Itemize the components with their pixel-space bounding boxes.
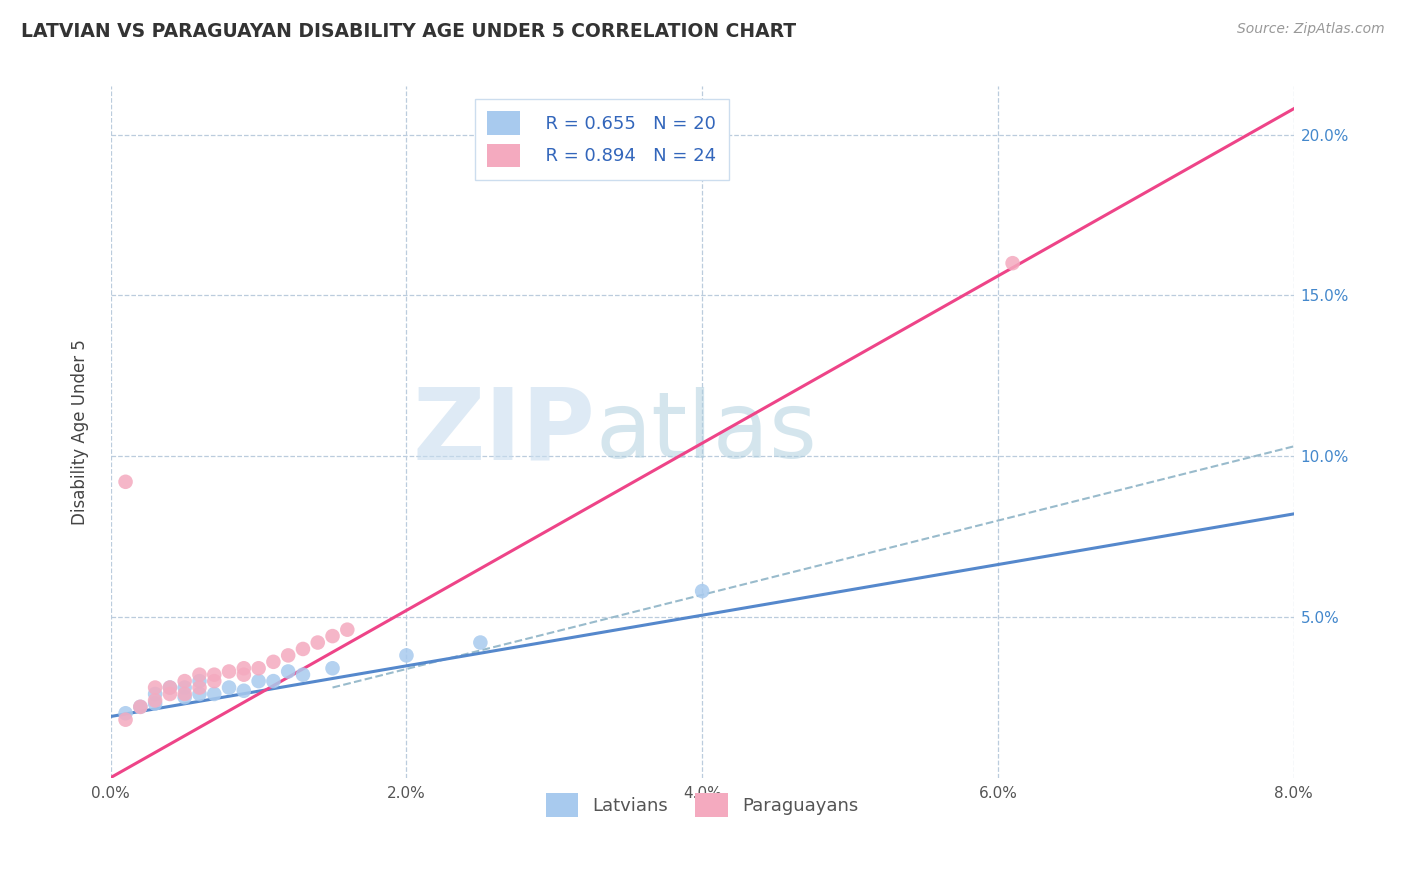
Legend: Latvians, Paraguayans: Latvians, Paraguayans	[538, 786, 866, 824]
Point	[690, 584, 713, 599]
Point	[232, 667, 254, 681]
Point	[159, 687, 181, 701]
Point	[114, 475, 136, 489]
Point	[262, 655, 284, 669]
Point	[322, 629, 344, 643]
Point	[262, 674, 284, 689]
Point	[202, 674, 225, 689]
Point	[188, 687, 211, 701]
Point	[291, 642, 314, 657]
Point	[277, 648, 299, 663]
Point	[395, 648, 418, 663]
Point	[143, 693, 166, 707]
Point	[114, 706, 136, 721]
Point	[129, 699, 152, 714]
Point	[277, 665, 299, 679]
Point	[173, 681, 195, 695]
Y-axis label: Disability Age Under 5: Disability Age Under 5	[72, 339, 89, 524]
Point	[336, 623, 359, 637]
Point	[129, 699, 152, 714]
Point	[188, 674, 211, 689]
Point	[232, 683, 254, 698]
Point	[143, 681, 166, 695]
Point	[291, 667, 314, 681]
Point	[202, 687, 225, 701]
Point	[202, 667, 225, 681]
Point	[307, 635, 329, 649]
Point	[218, 681, 240, 695]
Point	[188, 667, 211, 681]
Point	[143, 687, 166, 701]
Point	[1001, 256, 1024, 270]
Point	[173, 687, 195, 701]
Point	[232, 661, 254, 675]
Point	[218, 665, 240, 679]
Point	[114, 713, 136, 727]
Point	[188, 681, 211, 695]
Point	[159, 681, 181, 695]
Point	[470, 635, 492, 649]
Point	[173, 690, 195, 705]
Point	[322, 661, 344, 675]
Point	[247, 674, 270, 689]
Point	[159, 681, 181, 695]
Point	[247, 661, 270, 675]
Point	[173, 674, 195, 689]
Text: ZIP: ZIP	[413, 384, 596, 481]
Text: LATVIAN VS PARAGUAYAN DISABILITY AGE UNDER 5 CORRELATION CHART: LATVIAN VS PARAGUAYAN DISABILITY AGE UND…	[21, 22, 796, 41]
Text: Source: ZipAtlas.com: Source: ZipAtlas.com	[1237, 22, 1385, 37]
Text: atlas: atlas	[596, 387, 817, 477]
Point	[143, 697, 166, 711]
